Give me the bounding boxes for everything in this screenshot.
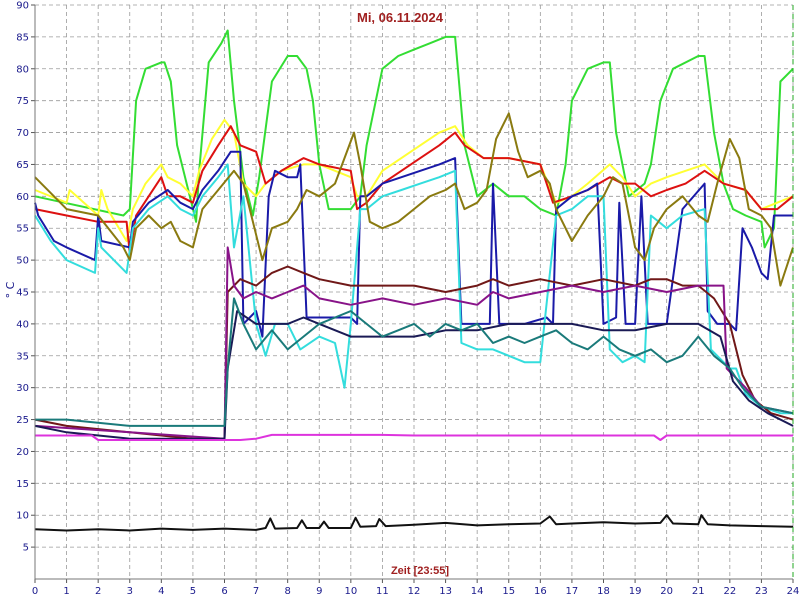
x-tick-label: 24 [787,586,800,597]
x-tick-label: 18 [597,586,610,597]
x-tick-label: 20 [660,586,673,597]
x-tick-label: 15 [502,586,515,597]
y-tick-label: 85 [16,32,29,43]
y-tick-label: 20 [16,447,29,458]
series-line-12 [34,514,794,532]
x-tick-label: 1 [63,586,69,597]
x-tick-label: 4 [158,586,164,597]
x-tick-label: 6 [221,586,227,597]
x-tick-label: 2 [95,586,101,597]
y-tick-label: 10 [16,511,29,522]
y-tick-label: 35 [16,351,29,362]
x-tick-label: 23 [755,586,768,597]
y-tick-label: 40 [16,319,29,330]
series-line-1 [34,29,794,249]
x-tick-label: 13 [439,586,452,597]
series-line-8 [34,246,794,440]
y-tick-label: 30 [16,383,29,394]
x-tick-label: 11 [376,586,389,597]
series-line-2 [34,118,794,242]
x-tick-label: 22 [723,586,736,597]
y-tick-label: 25 [16,415,29,426]
y-tick-label: 45 [16,288,29,299]
x-axis-label: Zeit [23:55] [391,565,449,577]
y-tick-label: 75 [16,96,29,107]
x-tick-label: 9 [316,586,322,597]
series-line-6 [34,112,794,287]
series-line-7 [34,265,794,440]
y-tick-label: 70 [16,128,29,139]
y-tick-label: 50 [16,256,29,267]
x-tick-label: 19 [629,586,642,597]
x-tick-label: 12 [408,586,421,597]
x-tick-label: 0 [32,586,38,597]
x-tick-label: 5 [190,586,196,597]
chart-title: Mi, 06.11.2024 [357,10,444,25]
y-tick-label: 15 [16,479,29,490]
x-tick-label: 16 [534,586,547,597]
y-tick-label: 65 [16,160,29,171]
y-tick-label: 5 [23,543,29,554]
axis-ticks: 0 1 2 3 4 5 6 7 8 9 10 11 12 13 14 15 16 17 18 19 20 21 22 23 24… [16,1,799,598]
x-tick-label: 21 [692,586,705,597]
series-line-11 [35,433,793,441]
y-axis-label: ° C [4,281,17,298]
y-tick-label: 80 [16,64,29,75]
x-tick-label: 17 [566,586,579,597]
x-tick-label: 14 [471,586,484,597]
series-line-10 [35,297,794,427]
y-tick-label: 55 [16,224,29,235]
grid-lines [34,4,794,579]
x-tick-label: 8 [284,586,290,597]
series-lines [34,29,794,532]
x-tick-label: 3 [127,586,133,597]
y-tick-label: 60 [16,192,29,203]
x-tick-label: 7 [253,586,259,597]
y-tick-label: 90 [16,1,29,12]
x-tick-label: 10 [344,586,357,597]
series-line-4 [34,150,793,338]
